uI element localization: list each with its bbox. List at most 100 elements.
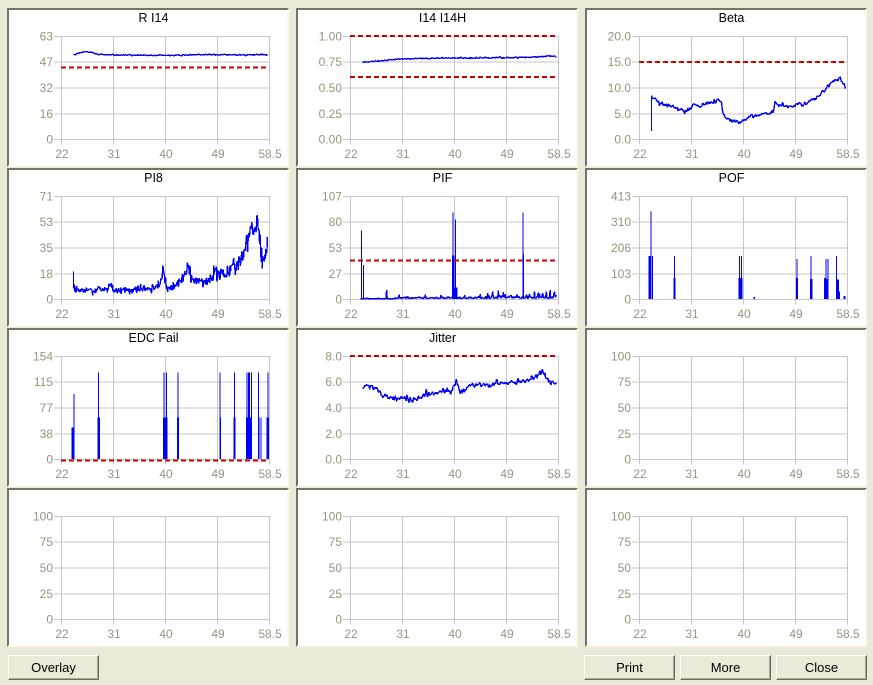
svg-text:22: 22 xyxy=(344,307,358,321)
svg-text:49: 49 xyxy=(500,467,514,481)
svg-text:49: 49 xyxy=(211,307,225,321)
svg-text:53: 53 xyxy=(40,215,54,229)
svg-text:71: 71 xyxy=(40,190,54,204)
svg-text:31: 31 xyxy=(107,627,121,641)
svg-text:10.0: 10.0 xyxy=(608,81,632,95)
svg-text:49: 49 xyxy=(500,627,514,641)
svg-text:58.5: 58.5 xyxy=(836,627,860,641)
svg-text:40: 40 xyxy=(159,307,173,321)
svg-text:31: 31 xyxy=(107,467,121,481)
svg-text:22: 22 xyxy=(633,467,647,481)
svg-text:22: 22 xyxy=(633,307,647,321)
svg-text:50: 50 xyxy=(618,561,632,575)
svg-text:5.0: 5.0 xyxy=(614,107,631,121)
svg-text:0: 0 xyxy=(624,293,631,307)
svg-text:0.50: 0.50 xyxy=(319,81,343,95)
svg-text:22: 22 xyxy=(55,467,69,481)
svg-text:31: 31 xyxy=(685,147,699,161)
svg-text:0: 0 xyxy=(335,293,342,307)
svg-text:35: 35 xyxy=(40,241,54,255)
svg-text:49: 49 xyxy=(789,467,803,481)
svg-text:58.5: 58.5 xyxy=(547,467,571,481)
svg-text:15.0: 15.0 xyxy=(608,55,632,69)
svg-text:58.5: 58.5 xyxy=(547,307,571,321)
svg-text:206: 206 xyxy=(611,241,631,255)
svg-text:310: 310 xyxy=(611,215,631,229)
svg-text:49: 49 xyxy=(211,467,225,481)
svg-text:58.5: 58.5 xyxy=(258,467,282,481)
svg-text:22: 22 xyxy=(55,627,69,641)
svg-text:22: 22 xyxy=(633,627,647,641)
svg-text:31: 31 xyxy=(685,627,699,641)
svg-text:75: 75 xyxy=(618,375,632,389)
svg-text:49: 49 xyxy=(211,147,225,161)
svg-text:100: 100 xyxy=(611,510,631,524)
svg-text:0: 0 xyxy=(46,293,53,307)
svg-text:Beta: Beta xyxy=(719,11,745,25)
svg-text:49: 49 xyxy=(789,147,803,161)
svg-text:25: 25 xyxy=(329,587,343,601)
svg-text:27: 27 xyxy=(329,267,343,281)
svg-text:1.00: 1.00 xyxy=(319,30,343,44)
svg-text:0: 0 xyxy=(624,613,631,627)
svg-text:22: 22 xyxy=(344,147,358,161)
svg-text:22: 22 xyxy=(55,307,69,321)
svg-text:0: 0 xyxy=(46,613,53,627)
svg-text:75: 75 xyxy=(618,535,632,549)
svg-text:0.0: 0.0 xyxy=(614,133,631,147)
svg-text:0.00: 0.00 xyxy=(319,133,343,147)
svg-text:38: 38 xyxy=(40,427,54,441)
svg-text:31: 31 xyxy=(107,307,121,321)
svg-text:40: 40 xyxy=(737,467,751,481)
svg-text:0: 0 xyxy=(335,613,342,627)
svg-text:58.5: 58.5 xyxy=(258,627,282,641)
svg-text:413: 413 xyxy=(611,190,631,204)
svg-text:50: 50 xyxy=(329,561,343,575)
svg-text:22: 22 xyxy=(344,627,358,641)
svg-text:4.0: 4.0 xyxy=(325,401,342,415)
svg-text:49: 49 xyxy=(500,307,514,321)
svg-text:8.0: 8.0 xyxy=(325,350,342,364)
svg-text:6.0: 6.0 xyxy=(325,375,342,389)
svg-text:0: 0 xyxy=(624,453,631,467)
svg-text:0.75: 0.75 xyxy=(319,55,343,69)
svg-text:49: 49 xyxy=(789,627,803,641)
svg-text:154: 154 xyxy=(33,350,53,364)
svg-text:PI8: PI8 xyxy=(144,171,163,185)
svg-text:POF: POF xyxy=(719,171,745,185)
svg-text:100: 100 xyxy=(611,350,631,364)
svg-text:58.5: 58.5 xyxy=(836,467,860,481)
svg-text:63: 63 xyxy=(40,30,54,44)
svg-text:77: 77 xyxy=(40,401,54,415)
svg-text:58.5: 58.5 xyxy=(836,307,860,321)
svg-text:100: 100 xyxy=(322,510,342,524)
svg-text:40: 40 xyxy=(737,307,751,321)
svg-text:115: 115 xyxy=(34,375,53,389)
svg-text:40: 40 xyxy=(159,627,173,641)
svg-text:31: 31 xyxy=(107,147,121,161)
svg-text:31: 31 xyxy=(685,307,699,321)
svg-text:31: 31 xyxy=(396,467,410,481)
svg-text:50: 50 xyxy=(40,561,54,575)
svg-text:40: 40 xyxy=(737,147,751,161)
svg-text:40: 40 xyxy=(737,627,751,641)
svg-text:58.5: 58.5 xyxy=(258,307,282,321)
svg-text:107: 107 xyxy=(322,190,342,204)
svg-text:PIF: PIF xyxy=(433,171,453,185)
svg-text:0: 0 xyxy=(46,133,53,147)
svg-text:18: 18 xyxy=(40,267,54,281)
svg-text:22: 22 xyxy=(633,147,647,161)
svg-text:25: 25 xyxy=(618,427,632,441)
svg-text:31: 31 xyxy=(685,467,699,481)
svg-text:40: 40 xyxy=(448,147,462,161)
svg-text:31: 31 xyxy=(396,147,410,161)
svg-text:58.5: 58.5 xyxy=(547,627,571,641)
svg-text:53: 53 xyxy=(329,241,343,255)
svg-text:40: 40 xyxy=(159,147,173,161)
svg-text:I14 I14H: I14 I14H xyxy=(419,11,466,25)
svg-text:58.5: 58.5 xyxy=(258,147,282,161)
svg-text:EDC Fail: EDC Fail xyxy=(128,331,178,345)
svg-text:80: 80 xyxy=(329,215,343,229)
svg-text:32: 32 xyxy=(40,81,54,95)
svg-text:22: 22 xyxy=(344,467,358,481)
